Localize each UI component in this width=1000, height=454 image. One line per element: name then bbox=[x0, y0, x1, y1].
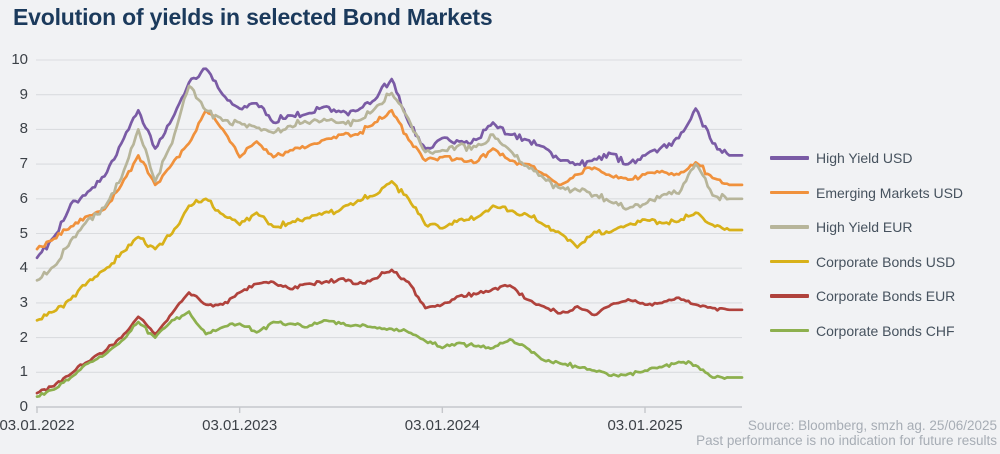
y-axis-label: 3 bbox=[19, 293, 28, 311]
y-axis-label: 9 bbox=[19, 85, 28, 103]
legend-item: High Yield USD bbox=[770, 146, 913, 170]
series-line-corporate-bonds-usd bbox=[35, 180, 744, 322]
legend-label: Corporate Bonds EUR bbox=[816, 288, 956, 304]
legend-item: Corporate Bonds USD bbox=[770, 250, 955, 274]
y-axis-label: 10 bbox=[11, 51, 28, 68]
series-line-corporate-bonds-eur bbox=[35, 268, 744, 395]
legend-label: Emerging Markets USD bbox=[816, 184, 964, 201]
x-axis-label: 03.01.2024 bbox=[404, 417, 480, 434]
series-line-high-yield-usd bbox=[35, 67, 744, 260]
legend-label: High Yield USD bbox=[816, 150, 913, 166]
legend-swatch-icon bbox=[770, 156, 809, 160]
x-axis-label: 03.01.2022 bbox=[0, 417, 75, 434]
legend-label: High Yield EUR bbox=[816, 219, 913, 235]
legend-swatch-icon bbox=[770, 259, 809, 264]
legend-item: Emerging Markets USD bbox=[770, 181, 963, 205]
legend-item: High Yield EUR bbox=[770, 215, 913, 239]
legend-item: Corporate Bonds EUR bbox=[770, 284, 955, 308]
y-axis-label: 8 bbox=[19, 120, 28, 138]
legend-swatch-icon bbox=[770, 328, 809, 333]
legend-label: Corporate Bonds USD bbox=[816, 253, 956, 270]
legend-swatch-icon bbox=[770, 225, 809, 229]
series-line-corporate-bonds-chf bbox=[35, 310, 744, 398]
series-line-emerging-markets-usd bbox=[35, 108, 744, 251]
y-axis-label: 1 bbox=[19, 363, 28, 381]
y-axis-label: 5 bbox=[19, 224, 28, 242]
legend-item: Corporate Bonds CHF bbox=[770, 319, 955, 343]
legend-swatch-icon bbox=[770, 294, 809, 298]
series-line-high-yield-eur bbox=[35, 84, 744, 282]
y-axis-label: 4 bbox=[19, 259, 28, 277]
y-axis-label: 7 bbox=[19, 155, 28, 173]
y-axis-label: 6 bbox=[19, 189, 28, 207]
source-note: Source: Bloomberg, smzh ag. 25/06/2025 bbox=[747, 418, 997, 433]
y-axis-label: 2 bbox=[19, 328, 28, 346]
y-axis-label: 0 bbox=[19, 398, 28, 415]
x-axis-label: 03.01.2023 bbox=[202, 417, 278, 434]
x-axis-label: 03.01.2025 bbox=[607, 417, 683, 434]
disclaimer-note: Past performance is no indication for fu… bbox=[696, 433, 997, 448]
legend-swatch-icon bbox=[770, 190, 809, 195]
page-title: Evolution of yields in selected Bond Mar… bbox=[13, 4, 493, 30]
legend-label: Corporate Bonds CHF bbox=[816, 322, 955, 339]
